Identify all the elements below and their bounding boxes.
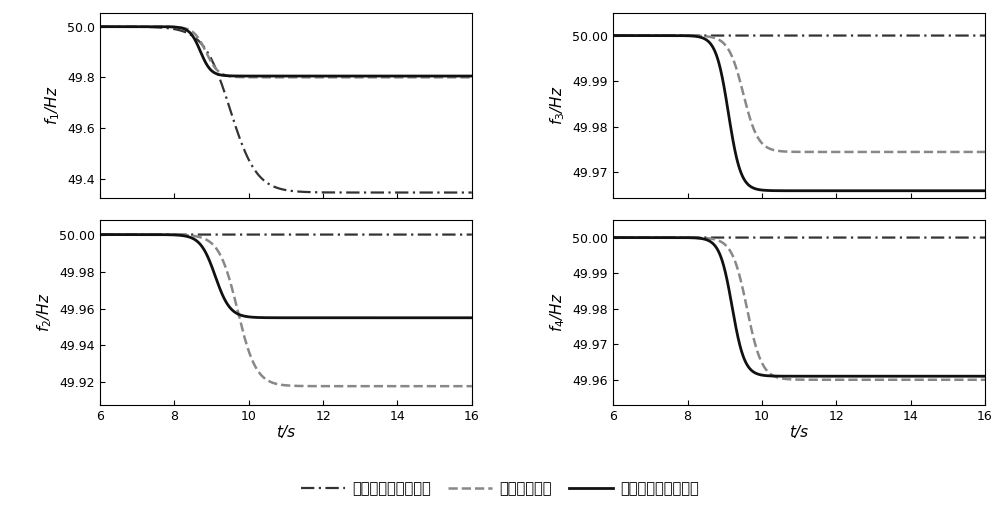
X-axis label: t/s: t/s	[790, 426, 809, 440]
Y-axis label: $f_1$/Hz: $f_1$/Hz	[43, 86, 62, 125]
Legend: 不采用附加频率控制, 附加频率控制, 自适应附加频率控制: 不采用附加频率控制, 附加频率控制, 自适应附加频率控制	[295, 475, 705, 502]
X-axis label: t/s: t/s	[276, 426, 295, 440]
Y-axis label: $f_3$/Hz: $f_3$/Hz	[548, 86, 567, 125]
Y-axis label: $f_2$/Hz: $f_2$/Hz	[35, 293, 54, 332]
Y-axis label: $f_4$/Hz: $f_4$/Hz	[548, 293, 567, 332]
